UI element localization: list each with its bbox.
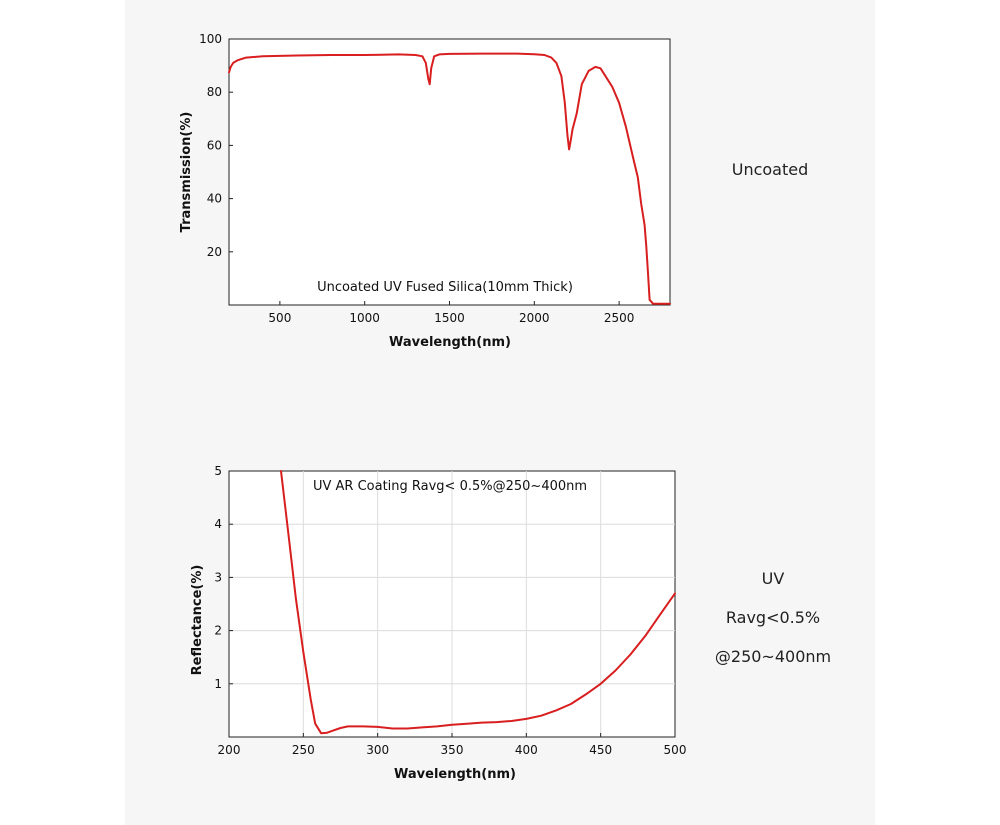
transmission-y-tick-label: 20: [207, 245, 222, 259]
transmission-x-tick-label: 2000: [519, 311, 550, 325]
reflectance-series-line: [280, 470, 676, 735]
transmission-y-tick-label: 40: [207, 192, 222, 206]
transmission-annotation: Uncoated UV Fused Silica(10mm Thick): [317, 280, 573, 295]
reflectance-x-tick-label: 200: [218, 743, 241, 757]
transmission-x-tick-label: 1500: [434, 311, 465, 325]
reflectance-annotation: UV AR Coating Ravg< 0.5%@250~400nm: [313, 479, 587, 494]
reflectance-y-tick-label: 3: [214, 570, 222, 584]
transmission-y-tick-label: 60: [207, 138, 222, 152]
transmission-plot-area: [228, 38, 671, 306]
transmission-x-tick-label: 500: [268, 311, 291, 325]
range-label: @250~400nm: [715, 647, 831, 666]
uncoated-label: Uncoated: [732, 160, 809, 179]
reflectance-x-tick-label: 350: [441, 743, 464, 757]
reflectance-x-axis-label: Wavelength(nm): [394, 767, 516, 782]
reflectance-x-tick-label: 400: [515, 743, 538, 757]
reflectance-x-tick-label: 300: [366, 743, 389, 757]
transmission-series-line: [228, 52, 671, 305]
transmission-x-tick-label: 2500: [604, 311, 635, 325]
reflectance-y-tick-label: 1: [214, 677, 222, 691]
reflectance-y-axis-label: Reflectance(%): [190, 565, 205, 676]
transmission-y-tick-label: 100: [199, 32, 222, 46]
transmission-x-axis-label: Wavelength(nm): [389, 335, 511, 350]
reflectance-chart: 200 250 300 350 400 450 500 1 2 3 4 5 UV AR Coating…: [190, 464, 686, 782]
transmission-x-tick-label: 1000: [349, 311, 380, 325]
transmission-chart: 500 1000 1500 2000 2500 20 40 60 80 100 Uncoated …: [179, 32, 671, 350]
uv-label: UV: [762, 569, 785, 588]
reflectance-x-tick-label: 500: [664, 743, 687, 757]
ravg-label: Ravg<0.5%: [726, 608, 820, 627]
reflectance-x-tick-label: 450: [589, 743, 612, 757]
reflectance-y-tick-label: 4: [214, 517, 222, 531]
reflectance-x-tick-label: 250: [292, 743, 315, 757]
reflectance-y-tick-label: 2: [214, 624, 222, 638]
reflectance-y-tick-label: 5: [214, 464, 222, 478]
transmission-y-axis-label: Transmission(%): [179, 112, 194, 233]
transmission-y-tick-label: 80: [207, 85, 222, 99]
